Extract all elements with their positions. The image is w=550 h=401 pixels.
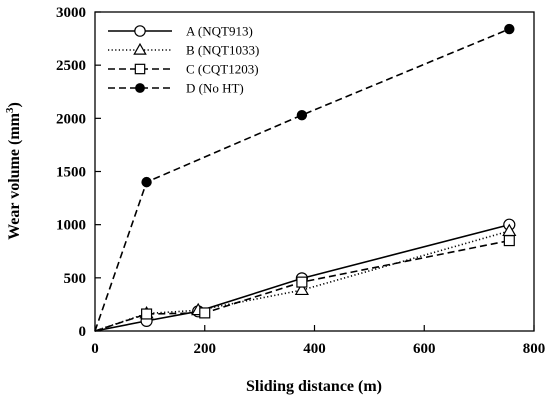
legend-label-2: C (CQT1203) [186, 62, 259, 77]
legend-label-0: A (NQT913) [186, 24, 253, 39]
legend-label-3: D (No HT) [186, 81, 244, 96]
y-tick-label-3000: 3000 [56, 5, 86, 21]
y-tick-label-1000: 1000 [56, 218, 86, 234]
x-tick-label-0: 0 [91, 341, 99, 357]
series-2-point-3 [296, 276, 308, 288]
y-axis-title-close: ) [6, 102, 23, 107]
y-axis-title: Wear volume (mm3) [4, 102, 23, 240]
series-2-point-2 [199, 307, 211, 319]
legend-marker-1 [133, 42, 147, 55]
x-tick-label-600: 600 [413, 341, 436, 357]
series-2-point-1 [141, 308, 153, 320]
y-tick-label-500: 500 [64, 271, 87, 287]
plot-frame [94, 11, 535, 332]
y-tick-label-2500: 2500 [56, 58, 86, 74]
y-axis-title-main: Wear volume (mm [6, 112, 23, 239]
series-2-point-4 [503, 235, 515, 247]
series-line-3 [94, 28, 510, 332]
y-tick-label-2000: 2000 [56, 111, 86, 127]
y-axis-title-sup: 3 [4, 107, 16, 113]
axis-ticks: 0 200 400 600 800 0 500 1000 1500 2000 2500 3000 [56, 5, 545, 357]
series-1-point-3 [294, 282, 309, 296]
legend-marker-3 [135, 83, 145, 93]
legend: A (NQT913) B (NQT1033) C (CQT1203) D (No HT… [108, 24, 259, 96]
series-3-point-3 [504, 23, 515, 35]
y-tick-label-1500: 1500 [56, 165, 86, 181]
x-tick-label-800: 800 [523, 341, 546, 357]
legend-marker-2 [134, 63, 146, 75]
series-3-point-2 [296, 109, 308, 121]
legend-label-1: B (NQT1033) [186, 43, 259, 58]
x-tick-label-400: 400 [303, 341, 326, 357]
legend-marker-0 [134, 25, 146, 37]
x-tick-label-200: 200 [194, 341, 217, 357]
y-tick-label-0: 0 [79, 324, 87, 340]
x-axis-title: Sliding distance (m) [246, 378, 382, 395]
series-3-point-1 [141, 176, 152, 188]
series-markers [139, 23, 517, 327]
